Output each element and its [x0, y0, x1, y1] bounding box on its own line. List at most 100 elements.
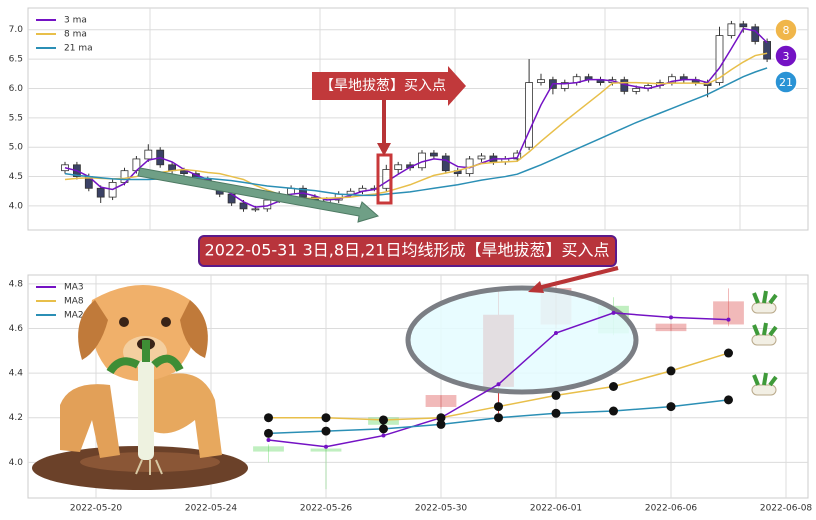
ma-marker	[321, 413, 331, 423]
ma-marker	[726, 317, 731, 322]
annotation: 【旱地拔葱】买入点	[320, 78, 446, 94]
candle-body	[655, 323, 687, 332]
legend-label: MA21	[64, 311, 89, 321]
ma-marker	[494, 402, 503, 412]
ma-marker	[381, 433, 386, 438]
y-tick-label: 4.0	[9, 458, 24, 468]
x-tick-label: 2022-06-01	[530, 504, 582, 514]
candle-body	[632, 88, 641, 92]
candle-body	[96, 187, 105, 198]
candle-body	[429, 152, 438, 157]
ma-marker	[724, 348, 733, 358]
candle-body	[418, 152, 426, 169]
ma-marker	[496, 382, 501, 387]
candle-body	[382, 169, 391, 189]
highlight-ellipse	[405, 285, 639, 395]
x-tick-label: 2022-06-08	[760, 504, 813, 514]
badge	[774, 44, 798, 68]
x-tick-label: 2022-05-20	[70, 504, 123, 514]
ma-marker	[379, 415, 388, 425]
ma-marker	[669, 315, 673, 320]
candle-body	[310, 448, 342, 452]
ma-marker	[324, 444, 328, 449]
badge	[774, 18, 798, 42]
legend-label: MA3	[64, 283, 84, 293]
ma-marker	[554, 330, 558, 335]
x-tick-label: 2022-05-26	[300, 504, 353, 514]
y-tick-label: 5.0	[9, 143, 24, 153]
candle-body	[120, 170, 129, 183]
legend-label: 3 ma	[64, 16, 87, 26]
ma-marker	[321, 426, 331, 436]
banner-text: 2022-05-31 3日,8日,21日均线形成【旱地拔葱】买入点	[205, 241, 610, 260]
pointer-arrowhead	[377, 143, 391, 156]
ma-marker	[494, 413, 503, 423]
candle-body	[763, 41, 771, 60]
candle-body	[713, 301, 744, 325]
x-tick-label: 2022-05-30	[415, 504, 468, 514]
ma-marker	[609, 382, 618, 391]
ma-marker	[264, 413, 273, 423]
badge-label: 3	[783, 50, 790, 63]
candle-body	[144, 149, 153, 160]
ma-marker	[666, 402, 676, 412]
trend-arrow	[137, 167, 380, 223]
leek-icon	[751, 290, 778, 314]
banner-arrowhead	[528, 281, 544, 293]
badge-label: 21	[779, 76, 793, 89]
candle-body	[715, 35, 724, 83]
legend-label: MA8	[64, 297, 84, 307]
x-tick-label: 2022-05-24	[185, 504, 238, 514]
y-tick-label: 4.4	[9, 369, 24, 379]
candle-body	[394, 164, 403, 170]
candle-body	[537, 79, 545, 83]
banner-arrow	[537, 266, 619, 290]
top-plot-area	[27, 7, 809, 231]
y-tick-label: 6.5	[9, 55, 23, 65]
badge	[774, 70, 798, 94]
badge-label: 8	[783, 24, 790, 37]
leek-icon	[751, 322, 778, 346]
candle-body	[180, 170, 188, 175]
leek-icon	[751, 372, 778, 396]
y-tick-label: 4.2	[9, 413, 23, 423]
candle-body	[251, 208, 260, 211]
ma-marker	[264, 428, 273, 438]
ma-marker	[551, 408, 561, 418]
x-tick-label: 2022-06-06	[645, 504, 698, 514]
y-tick-label: 4.5	[9, 172, 23, 182]
ma-marker	[436, 413, 446, 423]
y-tick-label: 7.0	[9, 25, 24, 35]
ma-line	[64, 27, 768, 208]
candle-body	[253, 446, 284, 452]
candle-body	[441, 155, 450, 172]
annotation-box	[312, 66, 466, 106]
candle-body	[525, 82, 533, 148]
y-tick-label: 5.5	[9, 113, 23, 123]
dog-illustration	[32, 285, 248, 490]
ma-marker	[379, 424, 388, 434]
legend-label: 21 ma	[64, 44, 93, 54]
y-tick-label: 4.6	[9, 324, 24, 334]
y-tick-label: 4.8	[9, 279, 24, 289]
ma-marker	[551, 390, 561, 400]
ma-marker	[611, 310, 616, 315]
candle-body	[425, 395, 457, 407]
ma-marker	[266, 438, 271, 443]
y-tick-label: 6.0	[9, 84, 24, 94]
candle-body	[739, 23, 748, 28]
candle-body	[239, 202, 248, 210]
candle-body	[727, 23, 736, 37]
candle-body	[560, 82, 569, 89]
ma-marker	[609, 406, 618, 416]
ma-line	[64, 52, 768, 200]
y-tick-label: 4.0	[9, 201, 24, 211]
ma-marker	[436, 419, 446, 429]
candle-body	[477, 155, 486, 160]
banner	[198, 235, 617, 267]
ma-marker	[666, 366, 676, 376]
ma-marker	[724, 395, 733, 405]
legend-label: 8 ma	[64, 30, 87, 40]
